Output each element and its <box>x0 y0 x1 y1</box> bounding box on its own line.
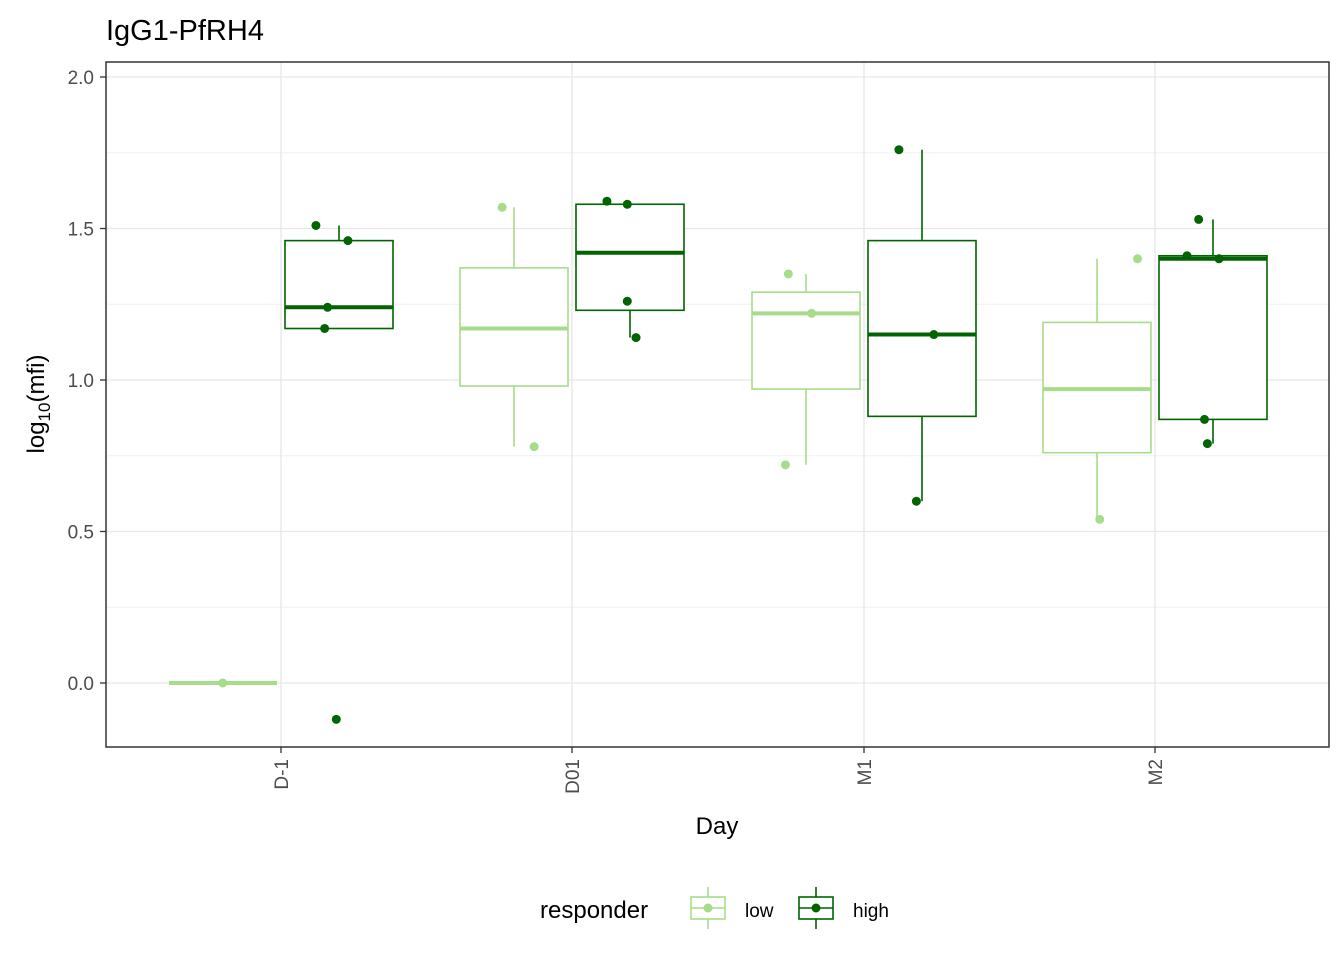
boxplot-low <box>751 273 861 465</box>
y-axis-title-base: log <box>23 421 50 453</box>
x-tick-label: M1 <box>855 759 876 785</box>
data-point-high <box>331 714 341 724</box>
data-point-high <box>343 236 353 246</box>
x-axis-title: Day <box>696 813 739 840</box>
y-axis-title-subscript: 10 <box>35 403 54 422</box>
y-axis-title-argument: (mfi) <box>23 355 50 403</box>
x-axis: D-1 D01 M1 M2 <box>272 747 1167 794</box>
boxplot-high <box>1158 219 1268 444</box>
data-point-low <box>529 442 539 452</box>
box <box>1158 254 1268 421</box>
boxplot-high <box>284 225 394 330</box>
data-point-high <box>311 220 321 230</box>
data-point-high <box>323 302 333 312</box>
data-point-high <box>929 330 939 340</box>
box <box>867 239 977 418</box>
x-tick-label: D-1 <box>272 759 293 790</box>
data-point-low <box>497 202 507 212</box>
plot-border <box>105 61 1330 748</box>
boxplot-low <box>459 207 569 447</box>
chart-title: IgG1-PfRH4 <box>106 15 264 47</box>
y-axis-title: log10(mfi) <box>23 355 54 454</box>
data-point-low <box>780 460 790 470</box>
data-point-high <box>1182 251 1192 261</box>
y-tick-label: 1.0 <box>68 371 94 392</box>
x-tick-label: M2 <box>1146 759 1167 785</box>
data-point-low <box>218 678 228 688</box>
data-point-high <box>1199 414 1209 424</box>
boxplot-high <box>867 149 977 502</box>
data-point-low <box>783 269 793 279</box>
x-tick-label: D01 <box>563 759 584 794</box>
legend-key-high <box>798 887 834 929</box>
y-tick-label: 0.5 <box>68 523 94 544</box>
box <box>751 291 861 390</box>
data-point-high <box>631 333 641 343</box>
box <box>284 239 394 330</box>
legend-label: low <box>745 901 774 922</box>
legend: responder low high <box>540 887 889 929</box>
boxplot-low <box>1042 258 1152 520</box>
data-point-high <box>622 296 632 306</box>
data-point-high <box>320 323 330 333</box>
data-point-low <box>1095 514 1105 524</box>
data-point-high <box>602 196 612 206</box>
data-point-high <box>622 199 632 209</box>
legend-label: high <box>853 901 889 922</box>
data-point-low <box>807 308 817 318</box>
data-point-high <box>1194 214 1204 224</box>
box <box>575 203 685 312</box>
y-axis: 0.0 0.5 1.0 1.5 2.0 <box>68 68 106 695</box>
boxplot-high <box>575 201 685 338</box>
data-point-high <box>1214 254 1224 264</box>
legend-title: responder <box>540 897 648 924</box>
legend-key-low <box>690 887 726 929</box>
data-point-high <box>894 145 904 155</box>
y-tick-label: 2.0 <box>68 68 94 89</box>
data-point-high <box>1202 439 1212 449</box>
data-point-low <box>1133 254 1143 264</box>
legend-key-point <box>703 903 713 913</box>
data-point-high <box>911 496 921 506</box>
y-tick-label: 1.5 <box>68 220 94 241</box>
legend-key-point <box>811 903 821 913</box>
y-tick-label: 0.0 <box>68 674 94 695</box>
plot-marks <box>169 145 1268 724</box>
